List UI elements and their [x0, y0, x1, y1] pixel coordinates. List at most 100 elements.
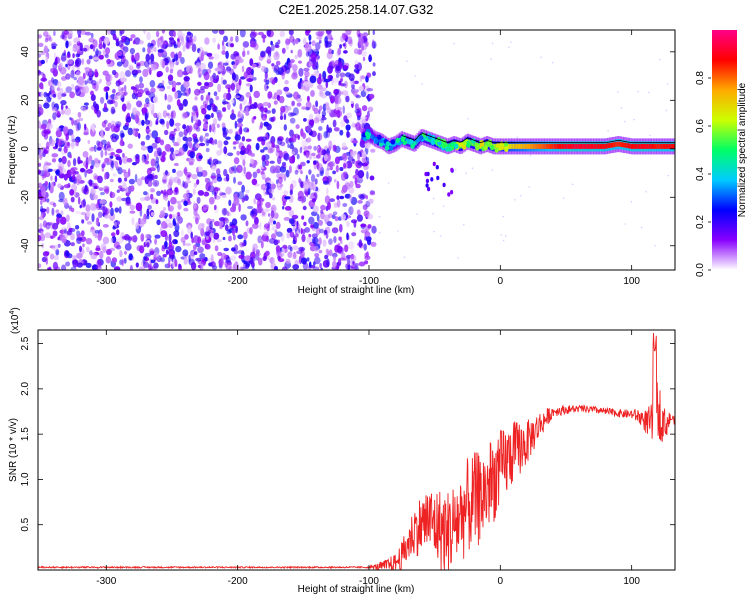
- noise-blob: [310, 224, 314, 229]
- noise-blob: [50, 175, 53, 181]
- noise-blob: [38, 120, 42, 129]
- noise-blob: [345, 95, 350, 103]
- noise-blob: [302, 132, 306, 139]
- noise-blob: [199, 142, 206, 147]
- noise-blob: [274, 266, 278, 270]
- noise-blob: [228, 212, 232, 217]
- noise-blob: [252, 265, 255, 270]
- signal-core: [671, 143, 675, 149]
- noise-blob: [245, 138, 252, 142]
- signal-drip: [435, 165, 439, 170]
- noise-blob: [41, 85, 44, 90]
- noise-blob: [128, 253, 133, 261]
- noise-blob: [94, 229, 100, 234]
- noise-blob: [61, 236, 67, 244]
- noise-blob: [240, 214, 247, 221]
- noise-blob: [55, 169, 60, 175]
- noise-blob: [342, 105, 346, 114]
- noise-blob: [66, 59, 73, 65]
- noise-blob: [325, 42, 332, 48]
- noise-blob: [73, 188, 76, 197]
- noise-blob: [271, 225, 278, 231]
- noise-blob: [306, 160, 310, 164]
- noise-blob: [268, 188, 275, 194]
- noise-blob: [284, 206, 292, 211]
- noise-blob: [357, 170, 365, 179]
- noise-blob: [111, 257, 118, 264]
- noise-blob: [260, 112, 264, 118]
- noise-blob: [129, 265, 133, 270]
- noise-blob: [170, 147, 175, 154]
- noise-blob: [155, 199, 159, 205]
- noise-blob: [237, 111, 241, 118]
- noise-blob: [367, 106, 374, 113]
- noise-blob: [217, 64, 224, 72]
- noise-blob: [181, 229, 184, 237]
- noise-blob: [83, 85, 89, 94]
- noise-blob: [137, 88, 144, 95]
- signal-core: [415, 140, 418, 146]
- noise-blob: [155, 156, 160, 164]
- signal-core: [664, 143, 667, 149]
- noise-blob: [311, 233, 318, 239]
- signal-blob: [364, 131, 370, 137]
- noise-blob: [114, 101, 118, 108]
- signal-core: [484, 142, 487, 148]
- noise-blob: [75, 139, 80, 147]
- signal-core: [649, 143, 652, 149]
- noise-blob: [328, 48, 333, 55]
- noise-blob: [128, 178, 135, 185]
- noise-blob: [297, 223, 301, 230]
- noise-blob: [300, 170, 303, 175]
- noise-blob: [273, 212, 279, 219]
- noise-blob: [131, 162, 137, 166]
- noise-blob: [311, 198, 316, 203]
- signal-core: [627, 143, 630, 149]
- noise-blob: [265, 201, 271, 209]
- snr-panel: -300 -200 -100 0 100 0.51.01.52.02.5 Height …: [8, 307, 676, 595]
- noise-blob: [40, 205, 43, 213]
- noise-blob: [53, 52, 57, 59]
- noise-blob: [182, 136, 188, 142]
- noise-blob: [335, 109, 343, 118]
- noise-blob: [249, 104, 257, 109]
- noise-blob: [284, 196, 291, 200]
- noise-blob: [38, 263, 42, 269]
- noise-blob: [242, 50, 246, 58]
- noise-blob: [52, 112, 57, 120]
- noise-speck: [649, 134, 651, 137]
- noise-blob: [73, 37, 81, 44]
- noise-blob: [361, 50, 368, 57]
- noise-blob: [63, 145, 68, 154]
- noise-blob: [164, 222, 168, 229]
- noise-blob: [121, 103, 127, 112]
- signal-core: [588, 143, 591, 149]
- signal-core: [654, 143, 657, 149]
- noise-blob: [323, 230, 326, 236]
- noise-blob: [93, 157, 99, 164]
- noise-blob: [322, 239, 327, 247]
- signal-core: [673, 143, 675, 149]
- noise-blob: [308, 34, 312, 41]
- noise-blob: [357, 153, 361, 161]
- noise-blob: [70, 141, 75, 150]
- noise-blob: [125, 70, 131, 77]
- noise-blob: [316, 36, 323, 40]
- noise-blob: [156, 147, 161, 152]
- noise-blob: [100, 149, 104, 158]
- noise-blob: [111, 160, 114, 169]
- noise-speck: [624, 120, 626, 123]
- noise-blob: [353, 48, 359, 55]
- noise-blob: [75, 53, 81, 58]
- noise-blob: [337, 107, 342, 111]
- noise-blob: [89, 203, 97, 211]
- noise-blob: [71, 83, 75, 90]
- noise-blob: [166, 120, 170, 130]
- noise-blob: [261, 211, 266, 216]
- noise-blob: [348, 241, 355, 250]
- noise-blob: [291, 214, 299, 220]
- noise-blob: [122, 125, 129, 131]
- noise-blob: [212, 118, 218, 126]
- noise-blob: [359, 75, 363, 82]
- noise-blob: [213, 91, 218, 97]
